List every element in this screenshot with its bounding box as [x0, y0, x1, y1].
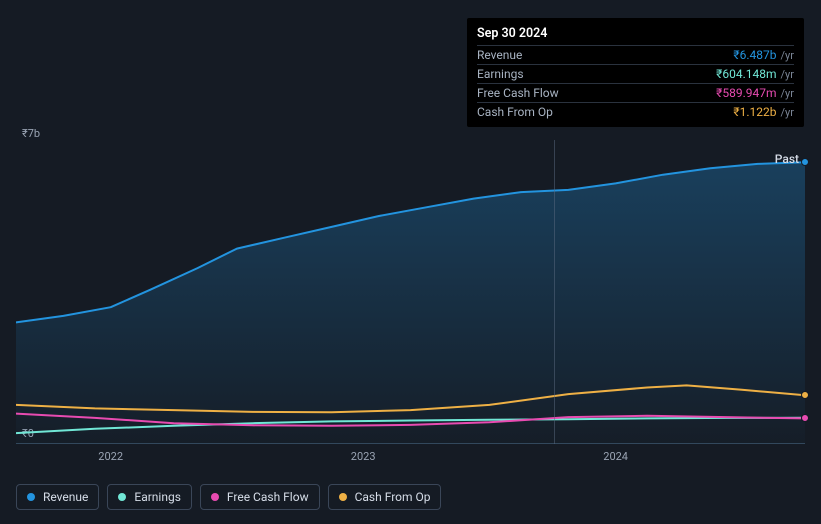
tooltip-row-value: ₹1.122b/yr: [733, 105, 794, 119]
tooltip-row: Cash From Op ₹1.122b/yr: [477, 102, 794, 121]
tooltip-date: Sep 30 2024: [477, 26, 794, 41]
chart-container: Sep 30 2024 Revenue ₹6.487b/yr Earnings ₹60…: [0, 0, 821, 524]
series-end-marker: [801, 158, 809, 166]
legend-item-free-cash-flow[interactable]: Free Cash Flow: [200, 484, 320, 510]
tooltip-row-value: ₹6.487b/yr: [733, 48, 794, 62]
tooltip-row-value: ₹589.947m/yr: [716, 86, 794, 100]
tooltip-row: Free Cash Flow ₹589.947m/yr: [477, 83, 794, 102]
hover-vertical-line: [554, 140, 555, 444]
legend-item-revenue[interactable]: Revenue: [16, 484, 99, 510]
legend-item-label: Cash From Op: [355, 490, 431, 504]
tooltip-row: Revenue ₹6.487b/yr: [477, 45, 794, 64]
legend-item-label: Free Cash Flow: [227, 490, 309, 504]
tooltip-row-value: ₹604.148m/yr: [716, 67, 794, 81]
hover-tooltip: Sep 30 2024 Revenue ₹6.487b/yr Earnings ₹60…: [467, 18, 804, 127]
tooltip-row-label: Earnings: [477, 67, 524, 81]
x-axis-label: 2022: [98, 450, 123, 463]
tooltip-row-label: Free Cash Flow: [477, 86, 559, 100]
series-end-marker: [801, 414, 809, 422]
legend-dot-icon: [118, 493, 126, 501]
chart-plot-area[interactable]: Past: [16, 140, 805, 444]
legend-item-label: Revenue: [43, 490, 88, 504]
x-axis-label: 2023: [351, 450, 376, 463]
y-axis-label: ₹7b: [22, 127, 40, 140]
legend: Revenue Earnings Free Cash Flow Cash From O…: [16, 484, 441, 510]
chart-svg: [16, 140, 805, 444]
x-axis-label: 2024: [603, 450, 628, 463]
past-label: Past: [775, 152, 799, 166]
legend-item-label: Earnings: [134, 490, 181, 504]
legend-dot-icon: [211, 493, 219, 501]
legend-item-earnings[interactable]: Earnings: [107, 484, 192, 510]
x-axis-labels: 2022 2023 2024: [16, 450, 805, 470]
tooltip-row: Earnings ₹604.148m/yr: [477, 64, 794, 83]
tooltip-row-label: Revenue: [477, 48, 522, 62]
legend-dot-icon: [27, 493, 35, 501]
series-end-marker: [801, 391, 809, 399]
legend-dot-icon: [339, 493, 347, 501]
legend-item-cash-from-op[interactable]: Cash From Op: [328, 484, 442, 510]
tooltip-row-label: Cash From Op: [477, 105, 553, 119]
